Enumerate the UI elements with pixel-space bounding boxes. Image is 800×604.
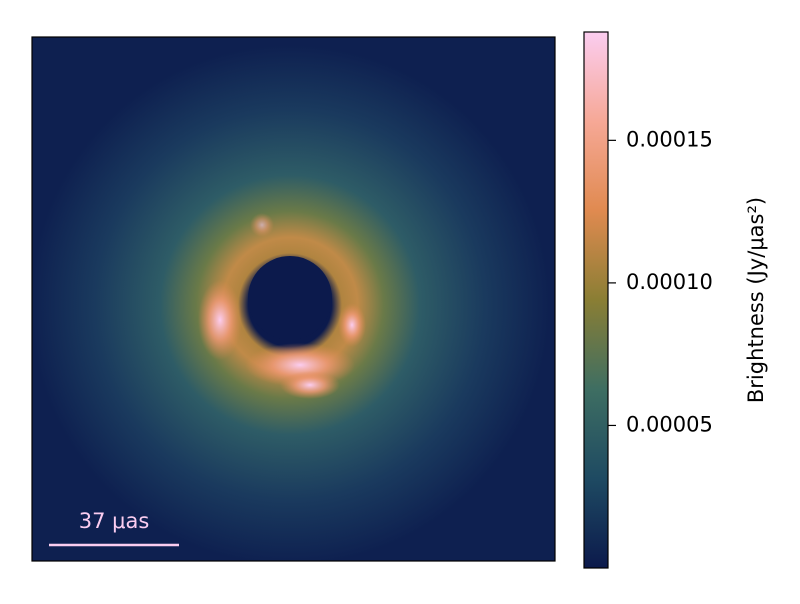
image bbox=[32, 37, 555, 561]
scale-bar-label: 37 μas bbox=[79, 509, 150, 533]
colorbar-tick-label: 0.00005 bbox=[626, 412, 713, 436]
colorbar-label: Brightness (Jy/μas²) bbox=[744, 197, 768, 403]
colorbar bbox=[583, 31, 609, 569]
plot-frame bbox=[31, 36, 556, 562]
colorbar-tick-label: 0.00015 bbox=[626, 127, 713, 151]
colorbar-tick-label: 0.00010 bbox=[626, 270, 713, 294]
